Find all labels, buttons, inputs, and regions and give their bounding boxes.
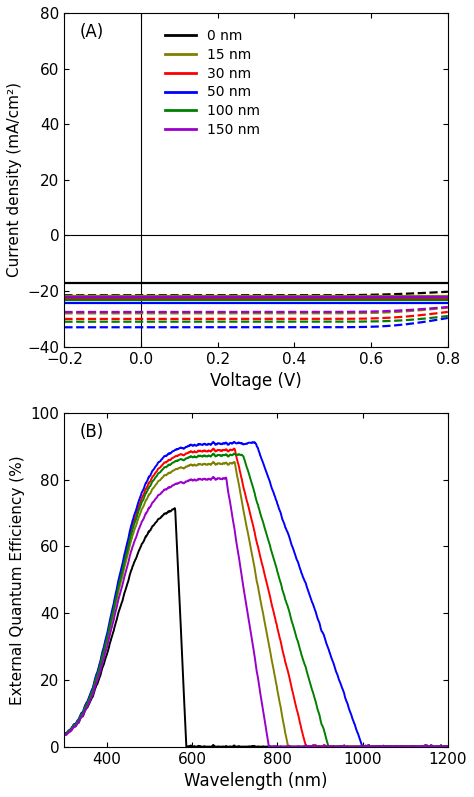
Legend: 0 nm, 15 nm, 30 nm, 50 nm, 100 nm, 150 nm: 0 nm, 15 nm, 30 nm, 50 nm, 100 nm, 150 n…	[159, 23, 265, 143]
Y-axis label: Current density (mA/cm²): Current density (mA/cm²)	[7, 82, 22, 277]
Text: (B): (B)	[80, 423, 104, 441]
X-axis label: Wavelength (nm): Wavelength (nm)	[184, 772, 328, 790]
Y-axis label: External Quantum Efficiency (%): External Quantum Efficiency (%)	[10, 455, 25, 705]
X-axis label: Voltage (V): Voltage (V)	[210, 372, 302, 391]
Text: (A): (A)	[80, 23, 104, 41]
